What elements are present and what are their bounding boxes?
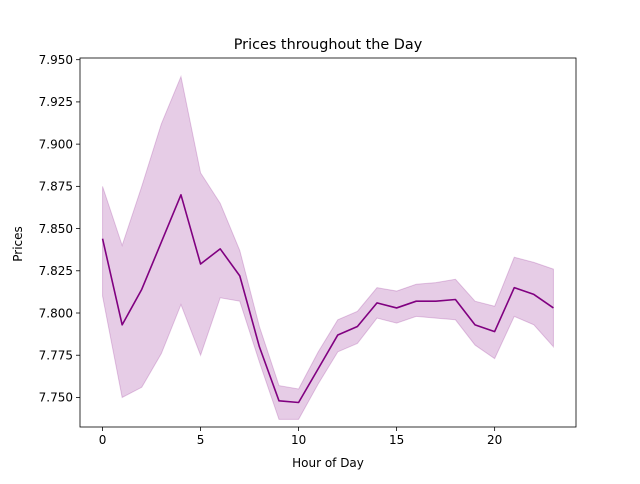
y-tick-label: 7.825: [39, 264, 73, 278]
x-axis: 0 5 10 15 20: [99, 427, 502, 447]
x-tick-label: 20: [487, 433, 502, 447]
y-tick-label: 7.750: [39, 391, 73, 405]
y-axis: 7.750 7.775 7.800 7.825 7.850 7.875 7.900 7.925…: [39, 53, 80, 405]
y-tick-label: 7.800: [39, 306, 73, 320]
y-tick-label: 7.775: [39, 349, 73, 363]
plot-frame: [79, 57, 577, 428]
y-tick-label: 7.850: [39, 222, 73, 236]
plot-area: [79, 57, 577, 428]
x-tick-label: 5: [197, 433, 205, 447]
x-axis-label: Hour of Day: [292, 456, 364, 470]
x-tick-label: 10: [291, 433, 306, 447]
x-tick-label: 0: [99, 433, 107, 447]
y-tick-label: 7.950: [39, 53, 73, 67]
chart-title: Prices throughout the Day: [234, 37, 423, 53]
y-tick-label: 7.875: [39, 180, 73, 194]
y-axis-label: Prices: [11, 226, 25, 262]
y-tick-label: 7.925: [39, 95, 73, 109]
y-tick-label: 7.900: [39, 137, 73, 151]
x-tick-label: 15: [389, 433, 404, 447]
series-line: [101, 193, 554, 404]
